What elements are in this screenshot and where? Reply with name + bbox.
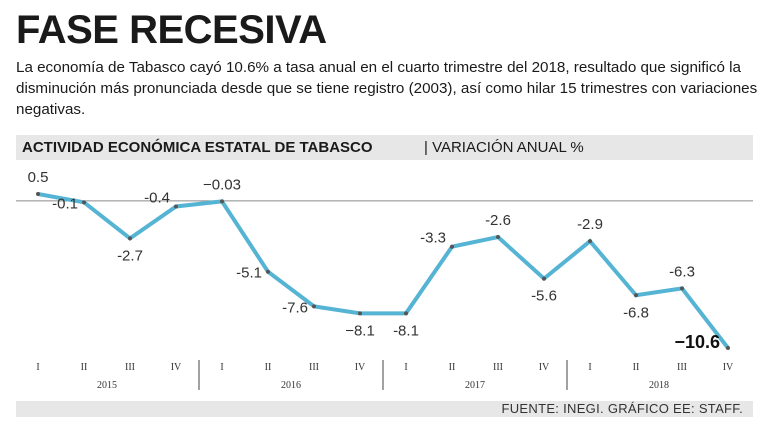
- series-line: [37, 192, 730, 350]
- x-tick-label: II: [633, 362, 640, 373]
- x-tick-label: III: [493, 362, 503, 373]
- data-point: [404, 311, 408, 316]
- data-point: [588, 239, 592, 244]
- x-tick-label: III: [309, 362, 319, 373]
- data-point: [220, 199, 224, 204]
- data-point: [542, 276, 546, 281]
- x-tick-label: II: [265, 362, 272, 373]
- chart-title: FASE RECESIVA: [16, 8, 327, 52]
- chart-unit-label: | VARIACIÓN ANUAL %: [424, 139, 584, 156]
- data-label: -5.1: [236, 265, 262, 282]
- data-label: −0.03: [203, 176, 241, 193]
- x-tick-label: IV: [355, 362, 366, 373]
- data-label: -2.6: [485, 212, 511, 229]
- x-tick-label: IV: [171, 362, 182, 373]
- x-tick-label: I: [220, 362, 223, 373]
- data-point: [358, 311, 362, 316]
- chart-description: La economía de Tabasco cayó 10.6% a tasa…: [16, 59, 758, 118]
- x-tick-label: II: [81, 362, 88, 373]
- data-label: 0.5: [28, 169, 49, 186]
- x-tick-label: III: [677, 362, 687, 373]
- chart-subtitle-band: ACTIVIDAD ECONÓMICA ESTATAL DE TABASCO |…: [16, 135, 753, 160]
- data-label: -7.6: [282, 299, 308, 316]
- source-note: FUENTE: INEGI. GRÁFICO EE: STAFF.: [501, 401, 743, 416]
- data-point: [680, 286, 684, 291]
- x-tick-label: IV: [539, 362, 550, 373]
- year-label: 2018: [649, 380, 669, 391]
- data-label: -5.6: [531, 288, 557, 305]
- data-label: -6.8: [623, 304, 649, 321]
- x-tick-label: I: [36, 362, 39, 373]
- data-point: [36, 192, 40, 196]
- data-point: [634, 293, 638, 298]
- x-tick-label: II: [449, 362, 456, 373]
- footer-band: FUENTE: INEGI. GRÁFICO EE: STAFF.: [16, 401, 753, 417]
- data-label: -0.4: [144, 189, 170, 206]
- x-tick-label: III: [125, 362, 135, 373]
- data-point: [450, 244, 454, 249]
- data-point: [312, 304, 316, 309]
- data-point: [174, 204, 178, 209]
- data-label: -6.3: [669, 263, 695, 280]
- x-tick-label: I: [404, 362, 407, 373]
- data-point: [726, 346, 730, 350]
- data-point: [82, 200, 86, 205]
- data-label: -2.7: [117, 247, 143, 264]
- data-label: -0.1: [52, 195, 78, 212]
- data-label: -2.9: [577, 216, 603, 233]
- chart-subtitle: ACTIVIDAD ECONÓMICA ESTATAL DE TABASCO: [22, 139, 373, 156]
- data-point: [266, 269, 270, 274]
- x-tick-label: I: [588, 362, 591, 373]
- data-label: −8.1: [345, 322, 375, 339]
- x-tick-label: IV: [723, 362, 734, 373]
- year-label: 2017: [465, 380, 485, 391]
- data-label: −10.6: [674, 332, 720, 352]
- year-label: 2016: [281, 380, 301, 391]
- data-point: [496, 235, 500, 240]
- year-label: 2015: [97, 380, 117, 391]
- data-label: -8.1: [393, 322, 419, 339]
- data-label: -3.3: [420, 230, 446, 247]
- data-point: [128, 236, 132, 241]
